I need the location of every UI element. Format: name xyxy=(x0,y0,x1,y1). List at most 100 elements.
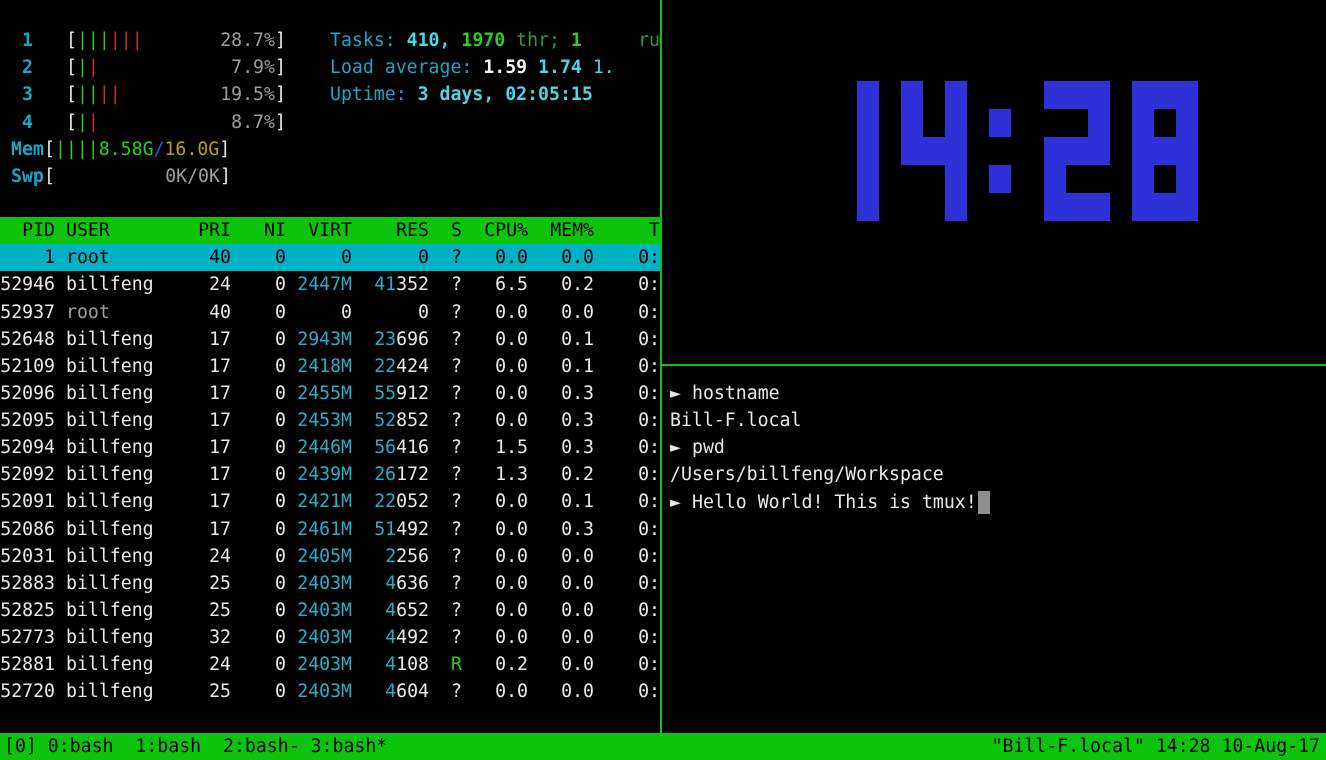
process-row[interactable]: 52086 billfeng 17 0 2461M 51492? 0.0 0.3 0: xyxy=(0,516,660,543)
prompt-icon: ► xyxy=(670,491,681,513)
cell-mem-percent: 0.0 xyxy=(561,627,594,648)
cell-time: 0: xyxy=(638,627,660,648)
process-row[interactable]: 52946 billfeng 24 0 2447M 41352? 6.5 0.2 0: xyxy=(0,271,660,298)
column-header-pri[interactable]: PRI xyxy=(198,220,231,242)
process-row[interactable]: 52031 billfeng 24 0 2405M 2256? 0.0 0.0 0: xyxy=(0,543,660,570)
cell-pid: 52095 xyxy=(0,410,55,431)
output-text: Bill-F.local xyxy=(670,410,802,432)
terminal-line: ► pwd xyxy=(663,434,1326,461)
clock-block xyxy=(1066,137,1088,165)
cell-mem-percent: 0.1 xyxy=(561,355,594,377)
cell-cpu-percent: 0.0 xyxy=(495,382,528,404)
column-header-user[interactable]: USER xyxy=(66,220,110,242)
cell-state: ? xyxy=(451,301,462,323)
memory-used-value: 8.58G xyxy=(98,138,154,160)
cell-user: billfeng xyxy=(66,654,154,676)
res-high-part: 56 xyxy=(374,437,397,459)
process-row[interactable]: 1 root 40 0 0 0? 0.0 0.0 0: xyxy=(0,244,660,272)
cell-nice: 0 xyxy=(275,274,286,296)
cell-nice: 0 xyxy=(275,382,286,404)
cell-resident-mem: 0 xyxy=(352,299,429,326)
terminal-pane[interactable]: ► hostname Bill-F.local ► pwd/Users/billfeng… xyxy=(663,380,1326,516)
cell-priority: 17 xyxy=(209,464,231,486)
process-row[interactable]: 52109 billfeng 17 0 2418M 22424? 0.0 0.1 0: xyxy=(0,353,660,380)
cell-mem-percent: 0.3 xyxy=(561,410,594,431)
column-header-res[interactable]: RES xyxy=(396,220,429,242)
cell-cpu-percent: 1.3 xyxy=(495,464,528,486)
cell-nice: 0 xyxy=(275,518,286,540)
cpu-meter-label: 4 xyxy=(22,111,33,133)
cell-nice: 0 xyxy=(275,599,286,621)
cell-resident-mem: 51492 xyxy=(352,516,429,543)
cell-time: 0: xyxy=(638,681,660,703)
process-row[interactable]: 52883 billfeng 25 0 2403M 4636? 0.0 0.0 0: xyxy=(0,570,660,597)
process-row[interactable]: 52937 root 40 0 0 0? 0.0 0.0 0: xyxy=(0,299,660,326)
column-header-state[interactable]: S xyxy=(451,220,462,242)
cell-state: ? xyxy=(451,572,462,594)
running-label-truncated: ru xyxy=(638,30,660,52)
cell-time: 0: xyxy=(638,464,660,486)
column-header-time[interactable]: T xyxy=(649,220,660,242)
bracket-close: ] xyxy=(219,138,231,160)
res-low-part: 912 xyxy=(396,382,429,404)
process-row[interactable]: 52773 billfeng 32 0 2403M 4492? 0.0 0.0 0: xyxy=(0,624,660,651)
cell-time: 0: xyxy=(638,382,660,404)
cell-time: 0: xyxy=(638,437,660,459)
process-row[interactable]: 52095 billfeng 17 0 2453M 52852? 0.0 0.3 0: xyxy=(0,407,660,434)
process-row[interactable]: 52094 billfeng 17 0 2446M 56416? 1.5 0.3 0: xyxy=(0,434,660,461)
cpu-meter-bars: |||||| xyxy=(77,27,143,54)
process-row[interactable]: 52092 billfeng 17 0 2439M 26172? 1.3 0.2 0: xyxy=(0,461,660,488)
process-row[interactable]: 52825 billfeng 25 0 2403M 4652? 0.0 0.0 0: xyxy=(0,597,660,624)
cell-time: 0: xyxy=(638,545,660,567)
process-row[interactable]: 52720 billfeng 25 0 2403M 4604? 0.0 0.0 0: xyxy=(0,678,660,705)
column-header-mem[interactable]: MEM% xyxy=(550,220,594,242)
cell-cpu-percent: 0.0 xyxy=(495,410,528,431)
column-header-virt[interactable]: VIRT xyxy=(308,220,352,242)
bracket-open: [ xyxy=(66,30,77,52)
column-header-ni[interactable]: NI xyxy=(264,220,286,242)
running-count: 1 xyxy=(570,30,582,52)
res-high-part: 4 xyxy=(385,599,397,621)
tmux-vertical-border[interactable] xyxy=(660,0,662,733)
tmux-status-bar: [0] 0:bash 1:bash 2:bash- 3:bash* "Bill-… xyxy=(0,732,1326,760)
res-high-part: 51 xyxy=(374,518,397,540)
column-header-cpu[interactable]: CPU% xyxy=(484,220,528,242)
process-row[interactable]: 52096 billfeng 17 0 2455M 55912? 0.0 0.3 0: xyxy=(0,380,660,407)
cell-virtual-mem: 2403M xyxy=(297,627,352,648)
clock-block xyxy=(1154,193,1176,221)
clock-block xyxy=(901,81,923,109)
cell-resident-mem: 55912 xyxy=(352,380,429,407)
cell-virtual-mem: 2446M xyxy=(297,437,352,459)
cell-nice: 0 xyxy=(275,328,286,350)
htop-pane[interactable]: 1[|||||| 28.7%] 2[|| 7.9%] 3[|||| 19.5%] 4[|| 8… xyxy=(0,0,660,706)
cell-cpu-percent: 0.0 xyxy=(495,491,528,513)
process-row[interactable]: 52091 billfeng 17 0 2421M 22052? 0.0 0.1 0: xyxy=(0,488,660,515)
uptime-line: Uptime: 3 days, 02:05:15 xyxy=(330,81,660,108)
cell-time: 0: xyxy=(638,491,660,513)
res-low-part: 0 xyxy=(418,247,429,269)
process-row[interactable]: 52648 billfeng 17 0 2943M 23696? 0.0 0.1 0: xyxy=(0,326,660,353)
cell-virtual-mem: 2455M xyxy=(297,382,352,404)
cpu-meter: 3[|||| 19.5%] xyxy=(0,81,660,108)
cell-time: 0: xyxy=(638,274,660,296)
res-low-part: 352 xyxy=(396,274,429,296)
tasks-count: 410, xyxy=(406,30,462,52)
cell-resident-mem: 26172 xyxy=(352,461,429,488)
clock-block xyxy=(1066,193,1088,221)
res-low-part: 636 xyxy=(396,572,429,594)
column-header-pid[interactable]: PID xyxy=(22,220,55,242)
cell-mem-percent: 0.0 xyxy=(561,654,594,676)
cpu-percent: 7.9% xyxy=(231,57,275,79)
cell-mem-percent: 0.0 xyxy=(561,545,594,567)
block-cursor[interactable] xyxy=(977,490,990,514)
cell-priority: 24 xyxy=(209,274,231,296)
tmux-window-list[interactable]: [0] 0:bash 1:bash 2:bash- 3:bash* xyxy=(4,735,388,757)
cell-virtual-mem: 2439M xyxy=(297,464,352,486)
clock-block xyxy=(1176,137,1198,165)
cpu-bars-kernel: | xyxy=(87,111,99,133)
bracket-close: ] xyxy=(274,30,286,52)
process-row[interactable]: 52881 billfeng 24 0 2403M 4108 R 0.2 0.0 0: xyxy=(0,651,660,678)
cell-state: R xyxy=(451,654,462,676)
tmux-horizontal-border[interactable] xyxy=(662,364,1326,366)
cell-virtual-mem: 2461M xyxy=(297,518,352,540)
